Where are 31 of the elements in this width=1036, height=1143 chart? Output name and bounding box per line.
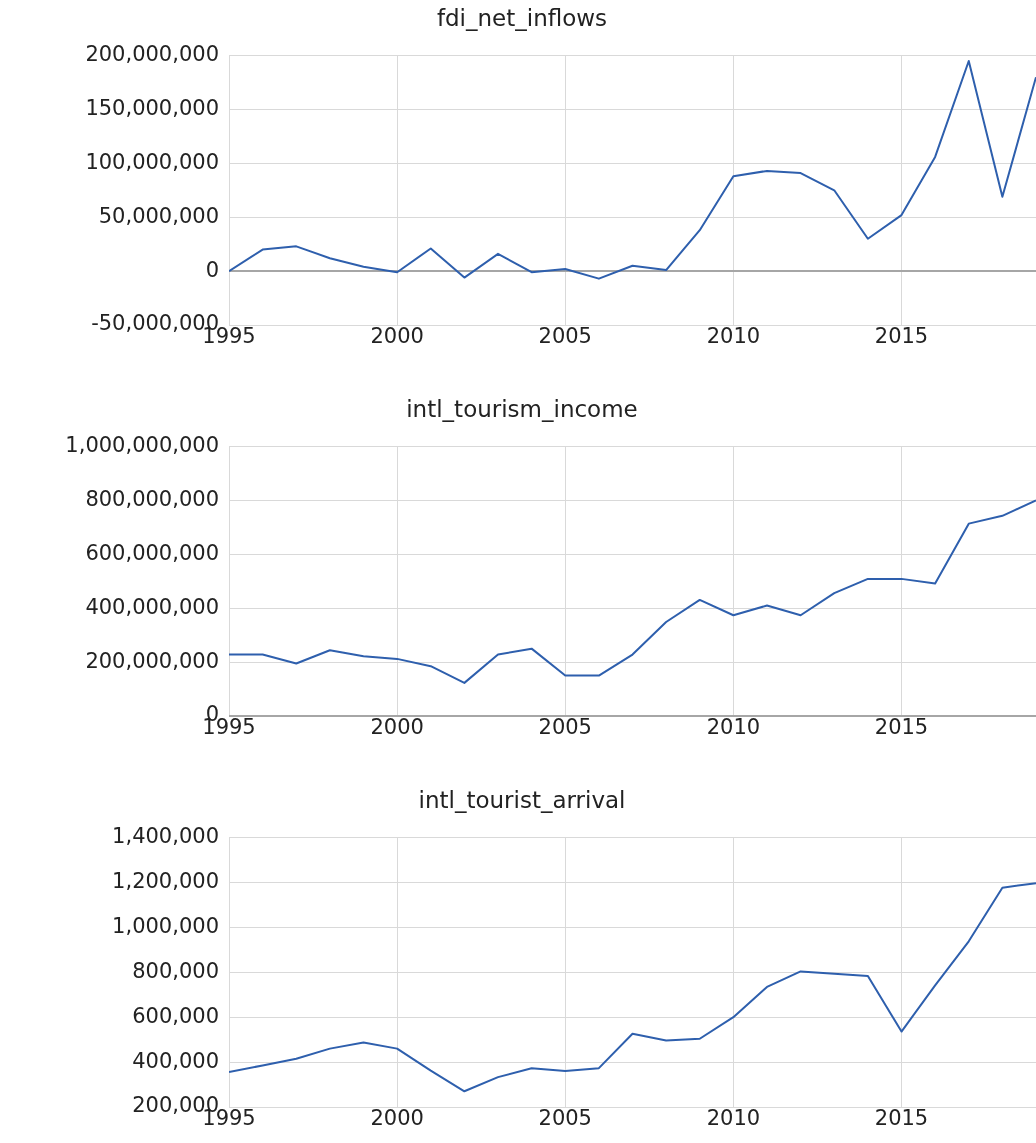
y-tick-label: 600,000 (132, 1003, 219, 1028)
x-tick-label: 2000 (370, 715, 424, 740)
x-tick-label: 2015 (874, 324, 929, 349)
chart-title: fdi_net_inflows (436, 4, 608, 31)
y-tick-label: 200,000,000 (85, 648, 219, 673)
y-tick-label: 600,000,000 (85, 540, 219, 565)
chart-title: intl_tourism_income (406, 395, 638, 422)
x-tick-label: 2015 (874, 1106, 929, 1131)
y-tick-label: 1,200,000 (112, 868, 219, 893)
y-tick-label: 1,400,000 (112, 824, 219, 849)
chart-title: intl_tourist_arrival (418, 786, 626, 813)
x-tick-label: 2005 (538, 715, 592, 740)
y-tick-label: 0 (205, 257, 219, 282)
y-tick-label: 200,000,000 (85, 42, 219, 67)
y-tick-label: 1,000,000 (112, 913, 219, 938)
y-tick-label: 800,000 (132, 958, 219, 983)
y-tick-label: 800,000,000 (85, 486, 219, 511)
x-tick-label: 2010 (706, 1106, 761, 1131)
x-tick-label: 2010 (706, 324, 761, 349)
y-tick-label: 1,000,000,000 (65, 433, 219, 458)
x-tick-label: 2010 (706, 715, 761, 740)
y-tick-label: 400,000 (132, 1048, 219, 1073)
x-tick-label: 2000 (370, 324, 424, 349)
y-tick-label: 150,000,000 (85, 95, 219, 120)
x-tick-label: 2005 (538, 1106, 592, 1131)
x-tick-label: 2000 (370, 1106, 424, 1131)
x-tick-label: 2005 (538, 324, 592, 349)
y-tick-label: 100,000,000 (85, 149, 219, 174)
x-tick-label: 2015 (874, 715, 929, 740)
y-tick-label: 400,000,000 (85, 594, 219, 619)
y-tick-label: 50,000,000 (98, 203, 219, 228)
